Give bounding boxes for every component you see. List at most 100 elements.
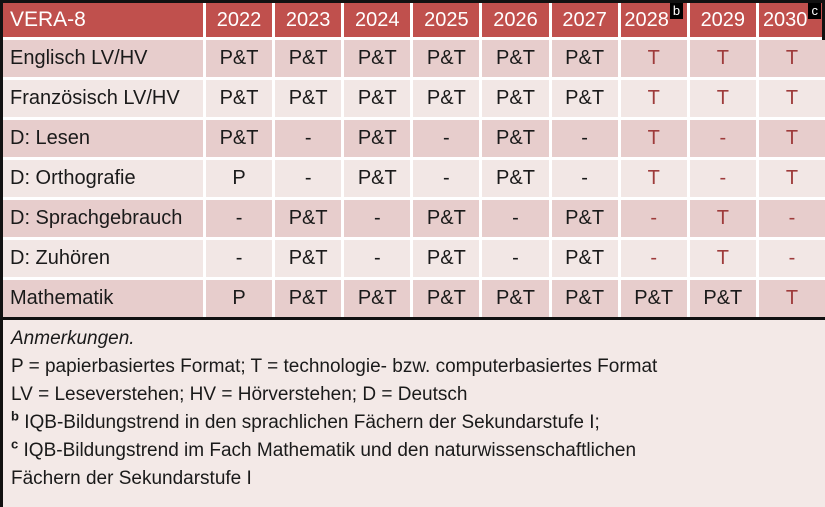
table-cell-2024: P&T — [344, 120, 411, 157]
note-text: Anmerkungen. — [11, 328, 135, 349]
note-text: IQB-Bildungstrend in den sprachlichen Fä… — [18, 412, 600, 433]
header-right-border — [822, 3, 825, 40]
table-cell-2029: T — [689, 240, 756, 277]
table-cell-2024: - — [344, 200, 411, 237]
row-label: D: Lesen — [3, 120, 203, 157]
table-cell-2030: - — [758, 240, 825, 277]
table-cell-2024: P&T — [344, 280, 411, 317]
table-cell-2030: T — [758, 40, 825, 77]
table-cell-2025: P&T — [413, 200, 480, 237]
table-cell-2023: - — [275, 120, 342, 157]
table-cell-2025: P&T — [413, 240, 480, 277]
column-header-2029: 2029 — [689, 3, 756, 37]
table-cell-2026: P&T — [482, 40, 549, 77]
table-cell-2026: P&T — [482, 120, 549, 157]
table-cell-2029: - — [689, 160, 756, 197]
table-cell-2030: - — [758, 200, 825, 237]
note-text: Fächern der Sekundarstufe I — [11, 468, 252, 489]
table-cell-2028: - — [620, 200, 687, 237]
table-cell-2028: - — [620, 240, 687, 277]
column-header-2026: 2026 — [482, 3, 549, 37]
note-superscript: b — [11, 408, 19, 424]
note-line: b IQB-Bildungstrend in den sprachlichen … — [11, 409, 815, 437]
column-header-2027: 2027 — [551, 3, 618, 37]
table-cell-2027: - — [551, 160, 618, 197]
notes-section: Anmerkungen. P = papierbasiertes Format; … — [3, 320, 825, 507]
table-cell-2030: T — [758, 120, 825, 157]
table-cell-2030: T — [758, 80, 825, 117]
note-text: LV = Leseverstehen; HV = Hörverstehen; D… — [11, 384, 468, 405]
vera-table: VERA-8 2022 2023 2024 2025 2026 2027 2028 b 2029… — [3, 3, 825, 320]
year-label: 2028 — [624, 8, 669, 31]
table-cell-2027: P&T — [551, 40, 618, 77]
table-cell-2023: P&T — [275, 80, 342, 117]
table-cell-2023: P&T — [275, 240, 342, 277]
table-cell-2029: P&T — [689, 280, 756, 317]
column-header-2024: 2024 — [344, 3, 411, 37]
table-cell-2029: T — [689, 80, 756, 117]
year-label: 2027 — [562, 8, 607, 31]
table-cell-2022: P&T — [206, 120, 273, 157]
table-cell-2028: T — [620, 120, 687, 157]
note-text: IQB-Bildungstrend im Fach Mathematik und… — [18, 440, 637, 461]
row-label: Französisch LV/HV — [3, 80, 203, 117]
table-cell-2025: P&T — [413, 40, 480, 77]
table-cell-2026: P&T — [482, 280, 549, 317]
table-cell-2025: P&T — [413, 280, 480, 317]
year-label: 2023 — [285, 8, 331, 31]
note-line: c IQB-Bildungstrend im Fach Mathematik u… — [11, 437, 815, 465]
table-cell-2023: P&T — [275, 40, 342, 77]
table-title: VERA-8 — [3, 3, 203, 37]
column-header-2028: 2028 b — [620, 3, 687, 37]
table-cell-2026: - — [482, 240, 549, 277]
table-cell-2024: - — [344, 240, 411, 277]
note-line: P = papierbasiertes Format; T = technolo… — [11, 353, 815, 381]
note-text: P = papierbasiertes Format; T = technolo… — [11, 356, 658, 377]
table-cell-2029: T — [689, 40, 756, 77]
table-cell-2025: - — [413, 160, 480, 197]
note-line: Anmerkungen. — [11, 325, 815, 353]
table-cell-2028: T — [620, 160, 687, 197]
note-line: Fächern der Sekundarstufe I — [11, 465, 815, 493]
note-superscript: c — [11, 436, 19, 452]
row-label: Englisch LV/HV — [3, 40, 203, 77]
row-label: Mathematik — [3, 280, 203, 317]
table-cell-2027: - — [551, 120, 618, 157]
table-cell-2027: P&T — [551, 200, 618, 237]
column-header-2023: 2023 — [275, 3, 342, 37]
table-cell-2027: P&T — [551, 240, 618, 277]
table-cell-2022: P — [206, 160, 273, 197]
row-label: D: Zuhören — [3, 240, 203, 277]
table-cell-2029: - — [689, 120, 756, 157]
column-header-2030: 2030 c — [758, 3, 825, 37]
table-cell-2027: P&T — [551, 80, 618, 117]
column-superscript-b: b — [669, 3, 684, 19]
table-cell-2026: P&T — [482, 160, 549, 197]
table-cell-2022: P&T — [206, 80, 273, 117]
table-cell-2023: P&T — [275, 200, 342, 237]
table-cell-2024: P&T — [344, 160, 411, 197]
table-cell-2025: - — [413, 120, 480, 157]
table-cell-2028: T — [620, 40, 687, 77]
table-cell-2022: P — [206, 280, 273, 317]
column-superscript-c: c — [808, 3, 821, 19]
column-header-2022: 2022 — [206, 3, 273, 37]
year-label: 2024 — [355, 8, 400, 31]
year-label: 2025 — [424, 8, 469, 31]
year-label: 2022 — [216, 8, 262, 31]
table-cell-2029: T — [689, 200, 756, 237]
table-cell-2022: - — [206, 240, 273, 277]
table-cell-2023: P&T — [275, 280, 342, 317]
table-cell-2025: P&T — [413, 80, 480, 117]
table-cell-2022: - — [206, 200, 273, 237]
table-cell-2027: P&T — [551, 280, 618, 317]
table-cell-2024: P&T — [344, 80, 411, 117]
table-cell-2022: P&T — [206, 40, 273, 77]
table-cell-2023: - — [275, 160, 342, 197]
table-cell-2024: P&T — [344, 40, 411, 77]
year-label: 2029 — [700, 8, 746, 31]
year-label: 2026 — [493, 8, 538, 31]
table-cell-2026: P&T — [482, 80, 549, 117]
table-cell-2028: T — [620, 80, 687, 117]
